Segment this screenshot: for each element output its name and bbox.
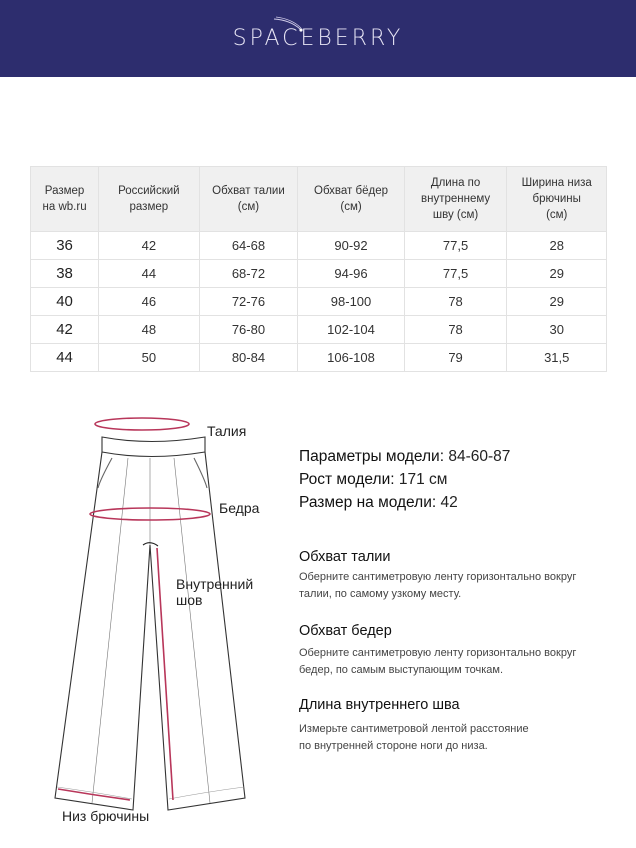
- table-cell: 38: [29, 259, 100, 288]
- table-cell: 72-76: [198, 287, 299, 316]
- waistband: [101, 436, 206, 458]
- column-header: Ширина низа брючины (см): [506, 166, 607, 232]
- model-size-value: 42: [440, 494, 458, 511]
- model-height-label: Рост модели:: [299, 471, 395, 488]
- inseam-text: Измерьте сантиметровой лентой расстояние…: [299, 723, 529, 752]
- table-cell: 90-92: [297, 231, 405, 260]
- table-cell: 64-68: [198, 231, 299, 260]
- brand-logo: SPACEBERRY: [232, 26, 404, 51]
- table-cell: 44: [98, 259, 200, 288]
- table-cell: 98-100: [297, 287, 405, 316]
- table-cell: 29: [506, 259, 607, 288]
- table-cell: 36: [29, 231, 100, 260]
- model-params-label: Параметры модели:: [299, 448, 445, 465]
- model-height-value: 171 см: [398, 471, 448, 488]
- table-cell: 78: [403, 287, 508, 316]
- waist-label: Талия: [207, 423, 247, 439]
- table-cell: 46: [98, 287, 200, 316]
- table-cell: 40: [29, 287, 100, 316]
- table-cell: 68-72: [198, 259, 299, 288]
- column-header: Российский размер: [98, 166, 200, 232]
- table-cell: 42: [29, 315, 100, 344]
- inseam-arrow-icon: [156, 547, 174, 801]
- table-cell: 29: [506, 287, 607, 316]
- column-header: Длина по внутреннему шву (см): [403, 166, 508, 232]
- table-cell: 77,5: [403, 259, 508, 288]
- table-row: 42 48 76-80 102-104 78 30: [29, 315, 607, 344]
- column-header: Обхват бёдер (см): [297, 166, 405, 232]
- hem-label: Низ брючины: [62, 808, 150, 824]
- hips-title: Обхват бедер: [299, 623, 392, 639]
- table-cell: 79: [403, 343, 508, 372]
- table-row: 44 50 80-84 106-108 79 31,5: [29, 343, 607, 372]
- table-row: 40 46 72-76 98-100 78 29: [29, 287, 607, 316]
- table-cell: 77,5: [403, 231, 508, 260]
- table-cell: 31,5: [506, 343, 607, 372]
- column-header: Размер на wb.ru: [29, 166, 100, 232]
- model-height: Рост модели: 171 см: [299, 471, 447, 489]
- inseam-label: Внутренний шов: [176, 576, 254, 608]
- table-cell: 44: [29, 343, 100, 372]
- model-size: Размер на модели: 42: [299, 494, 458, 512]
- table-cell: 30: [506, 315, 607, 344]
- table-cell: 48: [98, 315, 200, 344]
- table-cell: 94-96: [297, 259, 405, 288]
- table-cell: 28: [506, 231, 607, 260]
- table-cell: 76-80: [198, 315, 299, 344]
- hips-label: Бедра: [219, 500, 260, 516]
- table-cell: 42: [98, 231, 200, 260]
- column-header: Обхват талии (см): [198, 166, 299, 232]
- shooting-star-icon: [273, 16, 303, 32]
- header-banner: SPACEBERRY: [0, 0, 636, 77]
- pants-diagram: [54, 417, 246, 811]
- waist-measure-icon: [94, 417, 190, 431]
- model-params: Параметры модели: 84-60-87: [299, 448, 510, 466]
- inseam-title: Длина внутреннего шва: [299, 697, 460, 713]
- hem-arrow-icon: [57, 788, 131, 801]
- table-cell: 50: [98, 343, 200, 372]
- table-cell: 106-108: [297, 343, 405, 372]
- waist-text: Оберните сантиметровую ленту горизонталь…: [299, 571, 577, 600]
- table-cell: 78: [403, 315, 508, 344]
- hips-measure-icon: [89, 507, 211, 521]
- model-size-label: Размер на модели:: [299, 494, 437, 511]
- hips-text: Оберните сантиметровую ленту горизонталь…: [299, 647, 577, 676]
- table-row: 36 42 64-68 90-92 77,5 28: [29, 231, 607, 260]
- table-row: 38 44 68-72 94-96 77,5 29: [29, 259, 607, 288]
- model-params-value: 84-60-87: [448, 448, 511, 465]
- waist-title: Обхват талии: [299, 549, 391, 565]
- table-cell: 80-84: [198, 343, 299, 372]
- table-cell: 102-104: [297, 315, 405, 344]
- size-table: Размер на wb.ru Российский размер Обхват т…: [29, 166, 607, 372]
